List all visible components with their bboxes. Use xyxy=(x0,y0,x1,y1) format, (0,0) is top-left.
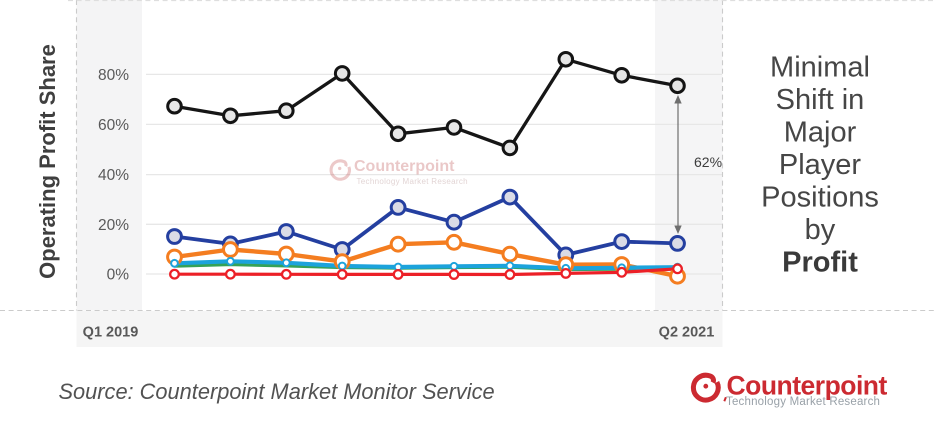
svg-text:Positions: Positions xyxy=(761,182,879,214)
svg-text:Profit: Profit xyxy=(782,247,858,279)
svg-text:Q1 2019: Q1 2019 xyxy=(83,325,139,341)
svg-text:Source: Counterpoint Market Mo: Source: Counterpoint Market Monitor Serv… xyxy=(59,379,495,404)
svg-text:20%: 20% xyxy=(98,217,129,234)
svg-text:Minimal: Minimal xyxy=(770,52,870,84)
svg-text:Counterpoint: Counterpoint xyxy=(354,158,455,175)
svg-text:Operating Profit Share: Operating Profit Share xyxy=(35,44,60,279)
svg-text:Technology Market Research: Technology Market Research xyxy=(726,396,880,408)
svg-text:60%: 60% xyxy=(98,117,129,134)
svg-text:by: by xyxy=(805,214,836,246)
svg-text:Q2 2021: Q2 2021 xyxy=(659,325,715,341)
svg-text:40%: 40% xyxy=(98,167,129,184)
svg-text:Shift in: Shift in xyxy=(776,84,865,116)
svg-text:Major: Major xyxy=(784,117,857,149)
svg-text:Technology Market Research: Technology Market Research xyxy=(357,177,468,186)
svg-text:62%: 62% xyxy=(694,154,722,170)
svg-text:80%: 80% xyxy=(98,67,129,84)
svg-text:Player: Player xyxy=(779,149,862,181)
svg-text:Counterpoint: Counterpoint xyxy=(727,370,888,400)
svg-text:0%: 0% xyxy=(107,267,130,284)
